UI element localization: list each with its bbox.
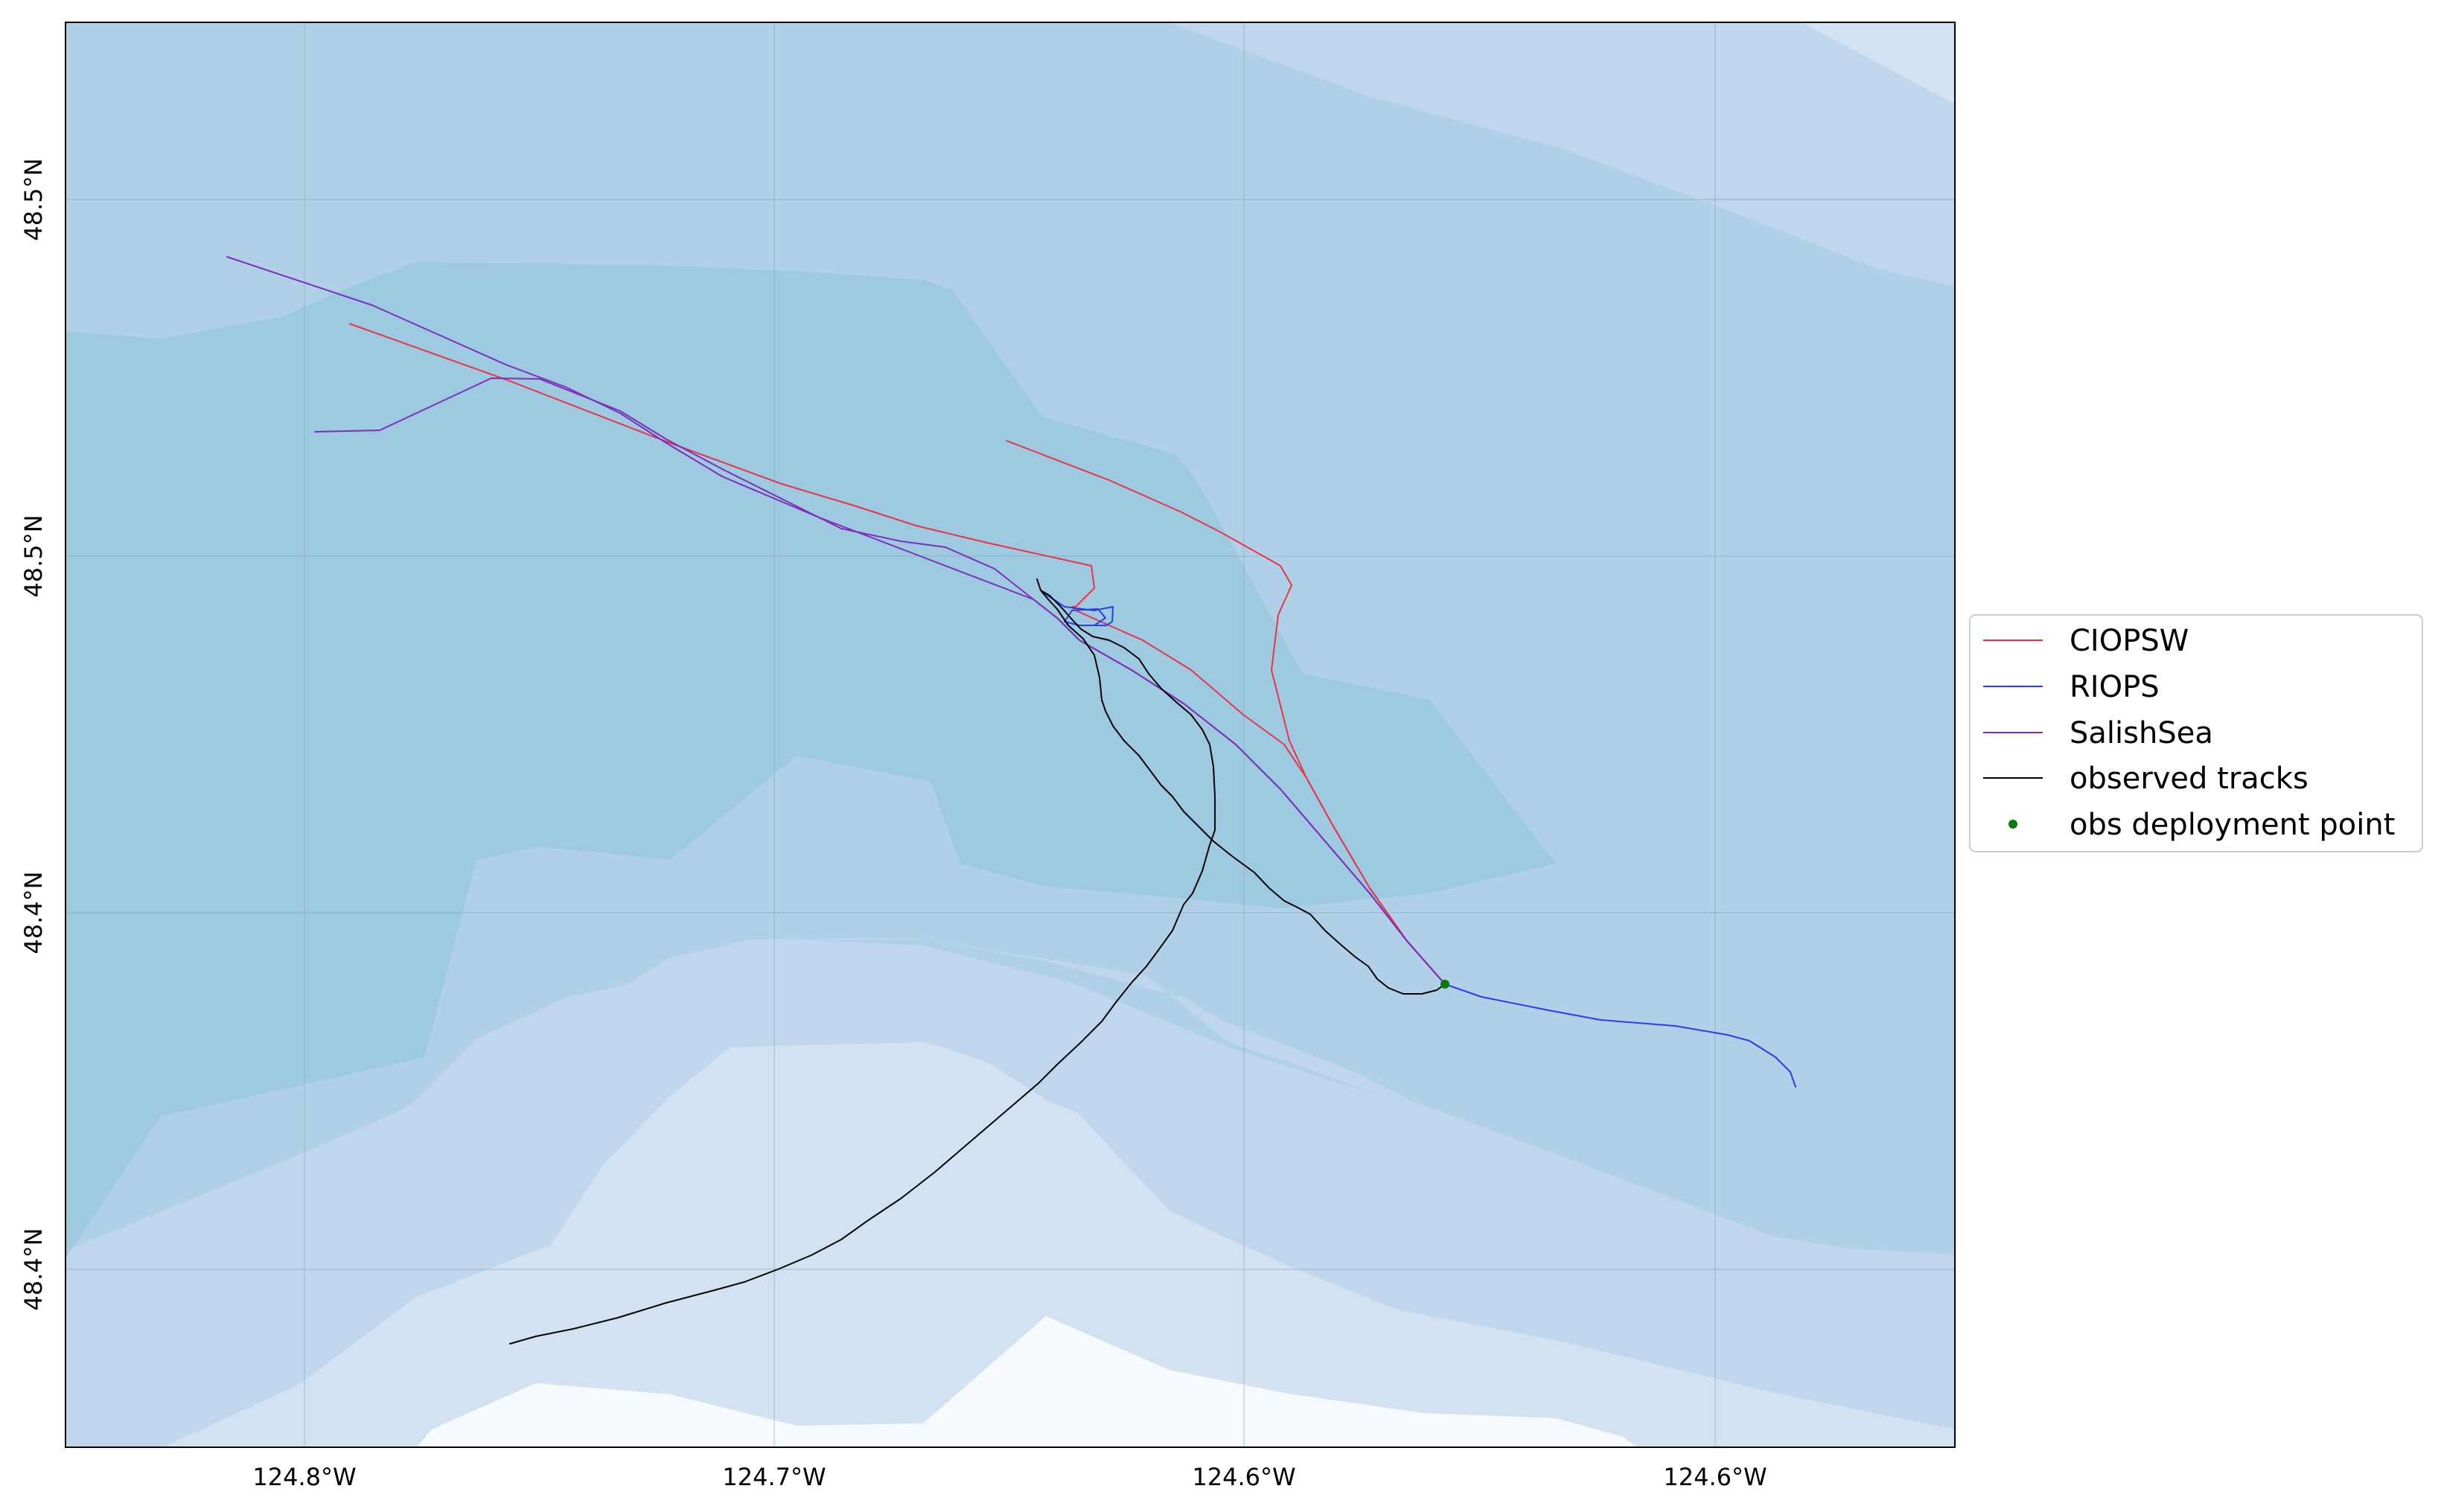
- salishsea-track: [226, 256, 1446, 985]
- observed-track: [509, 590, 1216, 1344]
- bathymetry-band-nearshore: [66, 1042, 1955, 1447]
- riops-track: [1444, 983, 1796, 1088]
- y-tick-label: 48.5°N: [19, 514, 48, 597]
- riops-track: [1041, 591, 1114, 626]
- legend-box: [1969, 614, 2423, 852]
- graticule: [66, 22, 1955, 1447]
- x-tick-label: 124.6°W: [1663, 1463, 1767, 1491]
- x-tick-label: 124.7°W: [722, 1463, 826, 1491]
- y-tick-label: 48.4°N: [19, 871, 48, 954]
- legend-label-riops: RIOPS: [2070, 670, 2160, 704]
- bathymetry-band-white: [417, 1316, 1638, 1447]
- x-tick-label: 124.8°W: [252, 1463, 356, 1491]
- legend-label-ciopsw: CIOPSW: [2070, 624, 2189, 658]
- y-tick-label: 48.5°N: [19, 158, 48, 240]
- legend: CIOPSW RIOPS SalishSea observed tracks o…: [1969, 614, 2423, 852]
- bathymetry-band-shallow-lower: [66, 945, 1955, 1447]
- observed-track: [1036, 578, 1446, 995]
- legend-label-observed: observed tracks: [2070, 762, 2308, 796]
- map-frame: [65, 22, 1956, 1448]
- legend-swatch-deployment: [2008, 820, 2017, 829]
- x-tick-label: 124.6°W: [1192, 1463, 1295, 1491]
- y-tick-label: 48.4°N: [19, 1228, 48, 1310]
- legend-label-deployment: obs deployment point: [2070, 808, 2395, 842]
- bathymetry-band-deep: [66, 262, 1556, 1258]
- obs-deployment-point: [1440, 980, 1449, 989]
- legend-label-salishsea: SalishSea: [2070, 716, 2213, 750]
